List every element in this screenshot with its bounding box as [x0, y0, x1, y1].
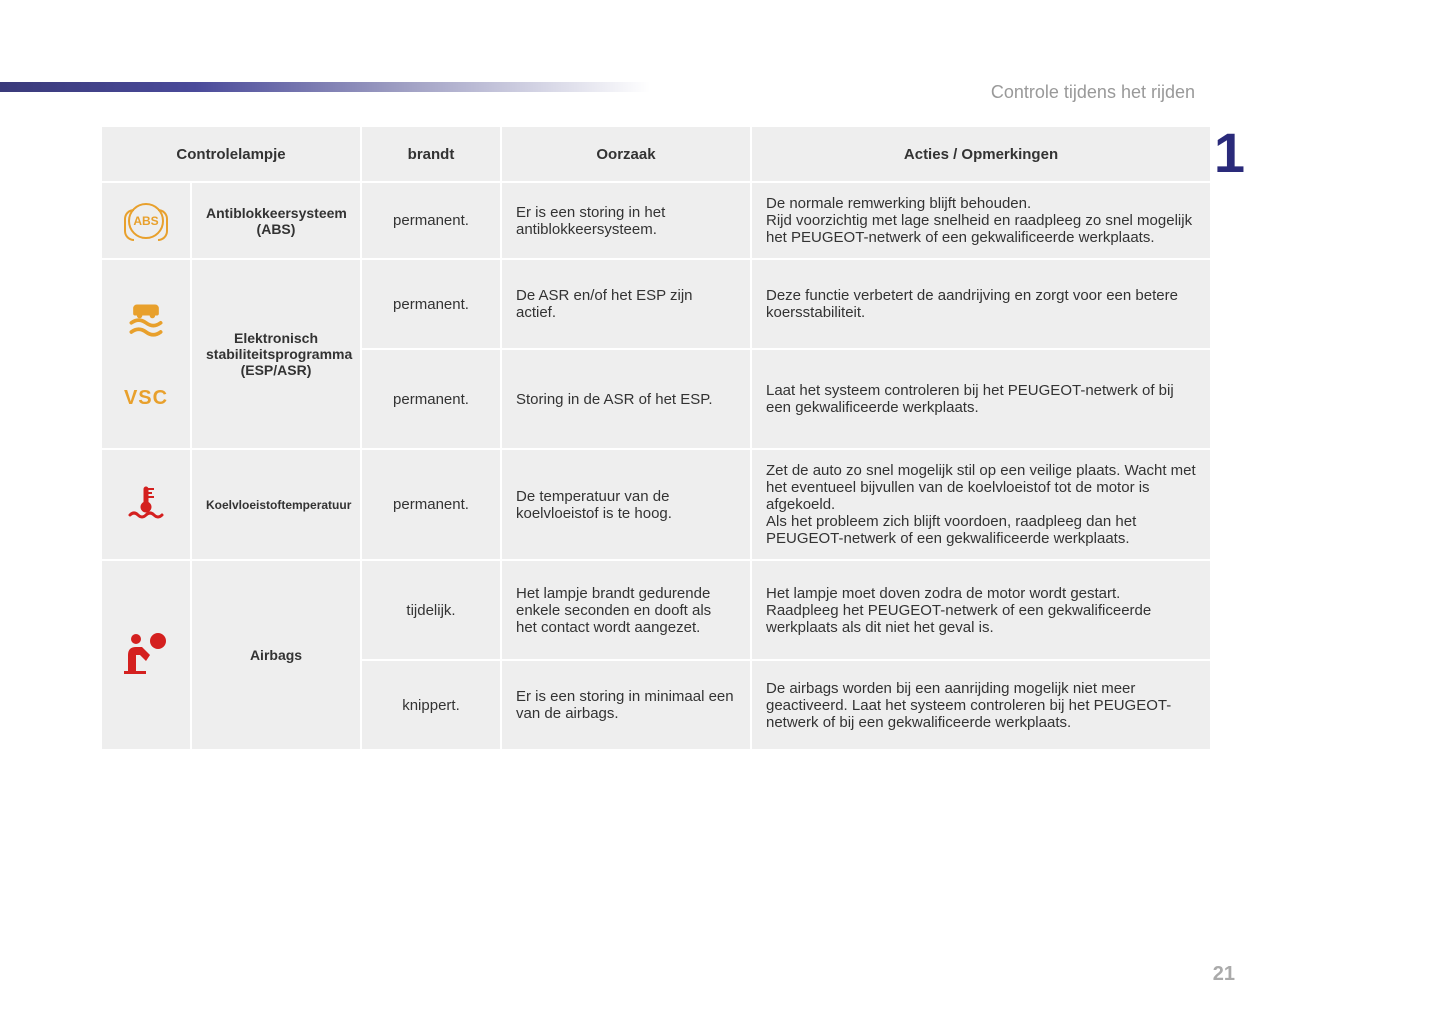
- airbag-brandt-1: tijdelijk.: [361, 560, 501, 660]
- esp-action-2: Laat het systeem controleren bij het PEU…: [751, 349, 1211, 449]
- airbag-action-2: De airbags worden bij een aanrijding mog…: [751, 660, 1211, 750]
- airbag-action-1: Het lampje moet doven zodra de motor wor…: [751, 560, 1211, 660]
- table-row: ABS Antiblokkeersysteem (ABS) permanent.…: [101, 182, 1211, 259]
- abs-icon: ABS: [128, 203, 164, 239]
- table-row: VSC Elektronisch stabiliteitsprogramma (…: [101, 259, 1211, 349]
- abs-name: Antiblokkeersysteem (ABS): [191, 182, 361, 259]
- section-title: Controle tijdens het rijden: [991, 82, 1195, 103]
- esp-cause-2: Storing in de ASR of het ESP.: [501, 349, 751, 449]
- coolant-temp-icon: [126, 510, 166, 527]
- esp-brandt-2: permanent.: [361, 349, 501, 449]
- col-actions: Acties / Opmerkingen: [751, 126, 1211, 182]
- col-brandt: brandt: [361, 126, 501, 182]
- col-lamp: Controlelampje: [101, 126, 361, 182]
- airbag-cause-1: Het lampje brandt gedurende enkele secon…: [501, 560, 751, 660]
- esp-car-icon: [124, 299, 168, 347]
- table-header-row: Controlelampje brandt Oorzaak Acties / O…: [101, 126, 1211, 182]
- abs-cause: Er is een storing in het antiblokkeersys…: [501, 182, 751, 259]
- table-row: Koelvloeistoftemperatuur permanent. De t…: [101, 449, 1211, 560]
- airbag-icon: [122, 662, 170, 679]
- airbag-cause-2: Er is een storing in minimaal een van de…: [501, 660, 751, 750]
- airbag-icon-cell: [101, 560, 191, 750]
- esp-action-1: Deze functie verbetert de aandrijving en…: [751, 259, 1211, 349]
- esp-brandt-1: permanent.: [361, 259, 501, 349]
- vsc-text-icon: VSC: [124, 387, 168, 410]
- abs-icon-cell: ABS: [101, 182, 191, 259]
- page-number: 21: [1213, 963, 1235, 986]
- coolant-icon-cell: [101, 449, 191, 560]
- chapter-number: 1: [1214, 120, 1245, 185]
- coolant-brandt: permanent.: [361, 449, 501, 560]
- coolant-action: Zet de auto zo snel mogelijk stil op een…: [751, 449, 1211, 560]
- esp-name: Elektronisch stabiliteitsprogramma (ESP/…: [191, 259, 361, 449]
- col-cause: Oorzaak: [501, 126, 751, 182]
- esp-icon-cell: VSC: [101, 259, 191, 449]
- coolant-cause: De temperatuur van de koelvloeistof is t…: [501, 449, 751, 560]
- esp-cause-1: De ASR en/of het ESP zijn actief.: [501, 259, 751, 349]
- header-gradient-bar: [0, 82, 650, 92]
- coolant-name: Koelvloeistoftemperatuur: [191, 449, 361, 560]
- warning-lights-table: Controlelampje brandt Oorzaak Acties / O…: [100, 125, 1210, 751]
- abs-brandt: permanent.: [361, 182, 501, 259]
- table-row: Airbags tijdelijk. Het lampje brandt ged…: [101, 560, 1211, 660]
- abs-action: De normale remwerking blijft behouden. R…: [751, 182, 1211, 259]
- airbag-brandt-2: knippert.: [361, 660, 501, 750]
- airbag-name: Airbags: [191, 560, 361, 750]
